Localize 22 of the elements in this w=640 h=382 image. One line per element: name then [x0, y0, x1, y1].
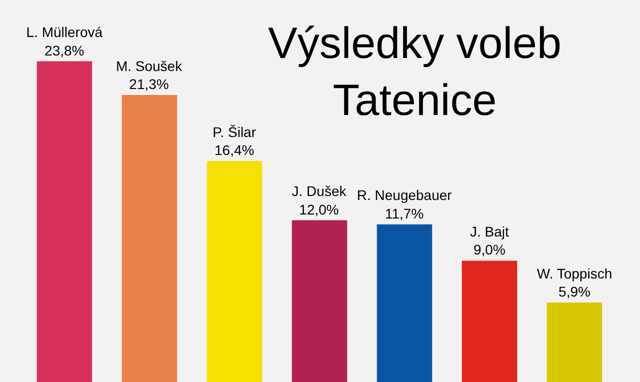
- data-label: 11,7%: [385, 205, 424, 222]
- chart-title: Výsledky voleb Tatenice: [268, 19, 562, 126]
- x-tick-label: R. Neugebauer: [356, 187, 452, 204]
- data-label: 16,4%: [214, 142, 254, 158]
- bar: [546, 302, 602, 382]
- data-label: 9,0%: [473, 242, 506, 258]
- bar: [292, 220, 348, 382]
- data-label: 5,9%: [558, 284, 590, 300]
- data-label: 21,3%: [129, 76, 169, 92]
- x-tick-label: M. Soušek: [116, 58, 184, 74]
- x-tick-label: J. Bajt: [470, 224, 510, 240]
- data-label: 12,0%: [299, 201, 339, 218]
- x-tick-label: J. Dušek: [292, 183, 348, 200]
- x-tick-label: W. Toppisch: [536, 265, 612, 282]
- data-label: 23,8%: [44, 42, 84, 58]
- x-tick-label: L. Müllerová: [26, 24, 103, 40]
- bar: [462, 260, 518, 382]
- bar: [36, 61, 92, 382]
- bar: [206, 161, 262, 382]
- bar: [376, 224, 432, 382]
- bar: [122, 95, 178, 382]
- x-tick-label: P. Šilar: [212, 124, 256, 140]
